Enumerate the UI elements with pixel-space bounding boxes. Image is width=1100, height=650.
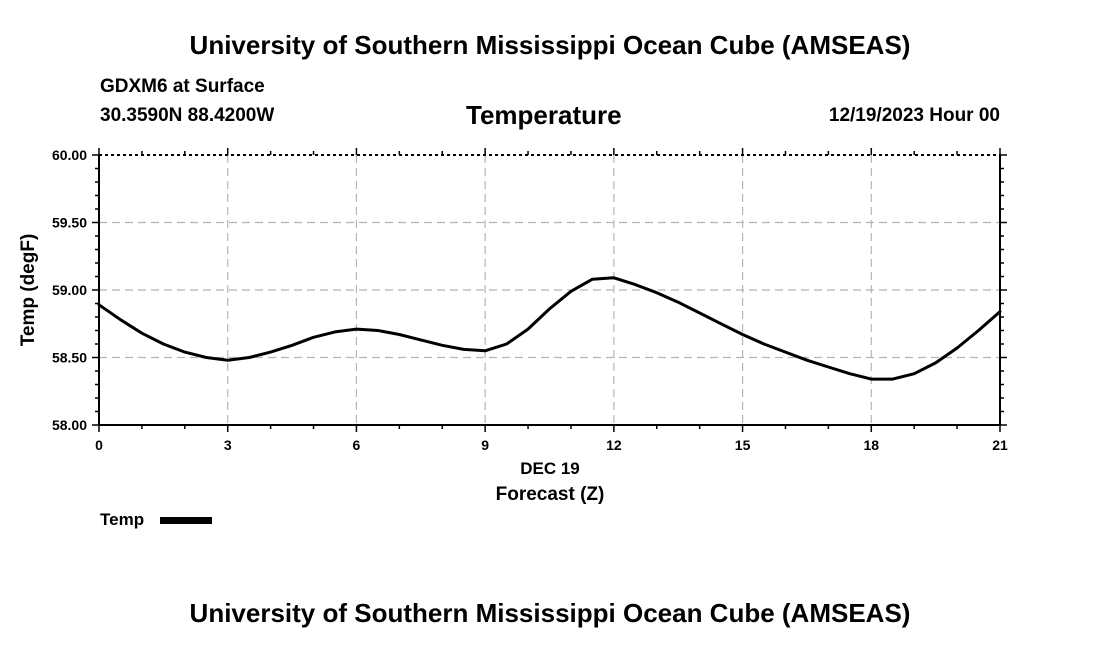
axis-labels: 0 3 6 9 12 15 18 21 58.00 58.50 59.00 59.50 60.00 DEC… <box>18 147 1008 505</box>
chart-header-title: University of Southern Mississippi Ocean… <box>189 30 911 60</box>
x-axis-date-label: DEC 19 <box>520 459 580 478</box>
valid-time-label: 12/19/2023 Hour 00 <box>828 105 1000 126</box>
x-axis-title: Forecast (Z) <box>496 484 605 505</box>
station-label: GDXM6 at Surface <box>100 76 265 97</box>
x-tick-label: 12 <box>606 437 622 453</box>
x-tick-label: 9 <box>481 437 489 453</box>
y-tick-label: 60.00 <box>52 147 87 163</box>
y-tick-label: 59.50 <box>52 215 87 231</box>
x-tick-label: 3 <box>224 437 232 453</box>
axes <box>92 148 1007 432</box>
y-axis-title: Temp (degF) <box>18 234 39 347</box>
x-tick-label: 21 <box>992 437 1008 453</box>
x-tick-label: 6 <box>353 437 361 453</box>
x-tick-label: 0 <box>95 437 103 453</box>
legend-label: Temp <box>100 510 145 529</box>
chart-footer-title: University of Southern Mississippi Ocean… <box>189 598 911 628</box>
y-tick-label: 58.50 <box>52 350 87 366</box>
legend-swatch <box>160 517 212 524</box>
series-layer <box>97 276 1002 381</box>
chart-title: Temperature <box>466 100 622 130</box>
y-tick-label: 59.00 <box>52 282 87 298</box>
y-tick-label: 58.00 <box>52 417 87 433</box>
grid <box>99 155 1000 425</box>
x-tick-label: 18 <box>863 437 879 453</box>
temp-series-line <box>97 276 1002 381</box>
coordinates-label: 30.3590N 88.4200W <box>100 105 275 126</box>
x-tick-label: 15 <box>735 437 751 453</box>
